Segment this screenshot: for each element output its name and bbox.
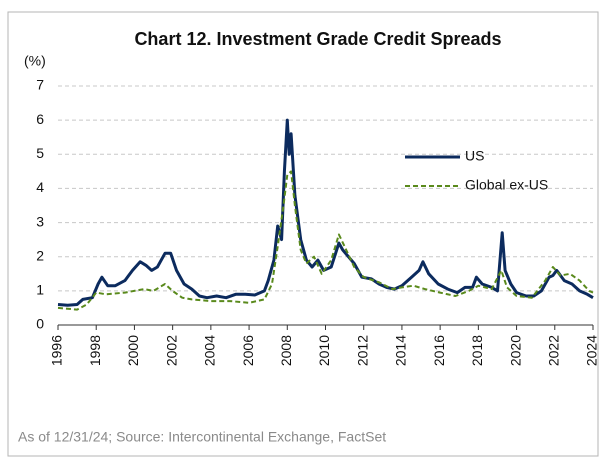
y-tick-label: 6 xyxy=(36,111,44,127)
chart-frame xyxy=(7,11,599,457)
y-tick-label: 0 xyxy=(36,316,44,332)
y-tick-label: 5 xyxy=(36,145,44,161)
chart-title: Chart 12. Investment Grade Credit Spread… xyxy=(134,29,501,49)
x-tick-label: 2014 xyxy=(393,335,409,366)
x-tick-label: 1998 xyxy=(87,335,103,366)
x-tick-label: 2002 xyxy=(163,335,179,366)
x-tick-label: 2016 xyxy=(431,335,447,366)
legend-label: Global ex-US xyxy=(465,177,548,193)
x-tick-label: 2018 xyxy=(469,335,485,366)
series-line xyxy=(57,170,594,311)
y-axis-label: (%) xyxy=(24,53,46,69)
x-tick-label: 2020 xyxy=(507,335,523,366)
y-tick-label: 3 xyxy=(36,213,44,229)
x-tick-label: 2012 xyxy=(354,335,370,366)
x-tick-label: 2000 xyxy=(125,335,141,366)
x-tick-label: 2010 xyxy=(316,335,332,366)
source-note: As of 12/31/24; Source: Intercontinental… xyxy=(18,429,386,445)
y-tick-label: 1 xyxy=(36,282,44,298)
y-tick-label: 2 xyxy=(36,247,44,263)
x-tick-label: 2006 xyxy=(240,335,256,366)
y-tick-label: 4 xyxy=(36,179,44,195)
x-tick-label: 2004 xyxy=(202,335,218,366)
x-tick-label: 2022 xyxy=(545,335,561,366)
x-tick-label: 1996 xyxy=(49,335,65,366)
legend-label: US xyxy=(465,148,484,164)
x-tick-label: 2024 xyxy=(584,335,600,366)
series-line xyxy=(57,118,594,307)
x-tick-label: 2008 xyxy=(278,335,294,366)
y-tick-label: 7 xyxy=(36,77,44,93)
